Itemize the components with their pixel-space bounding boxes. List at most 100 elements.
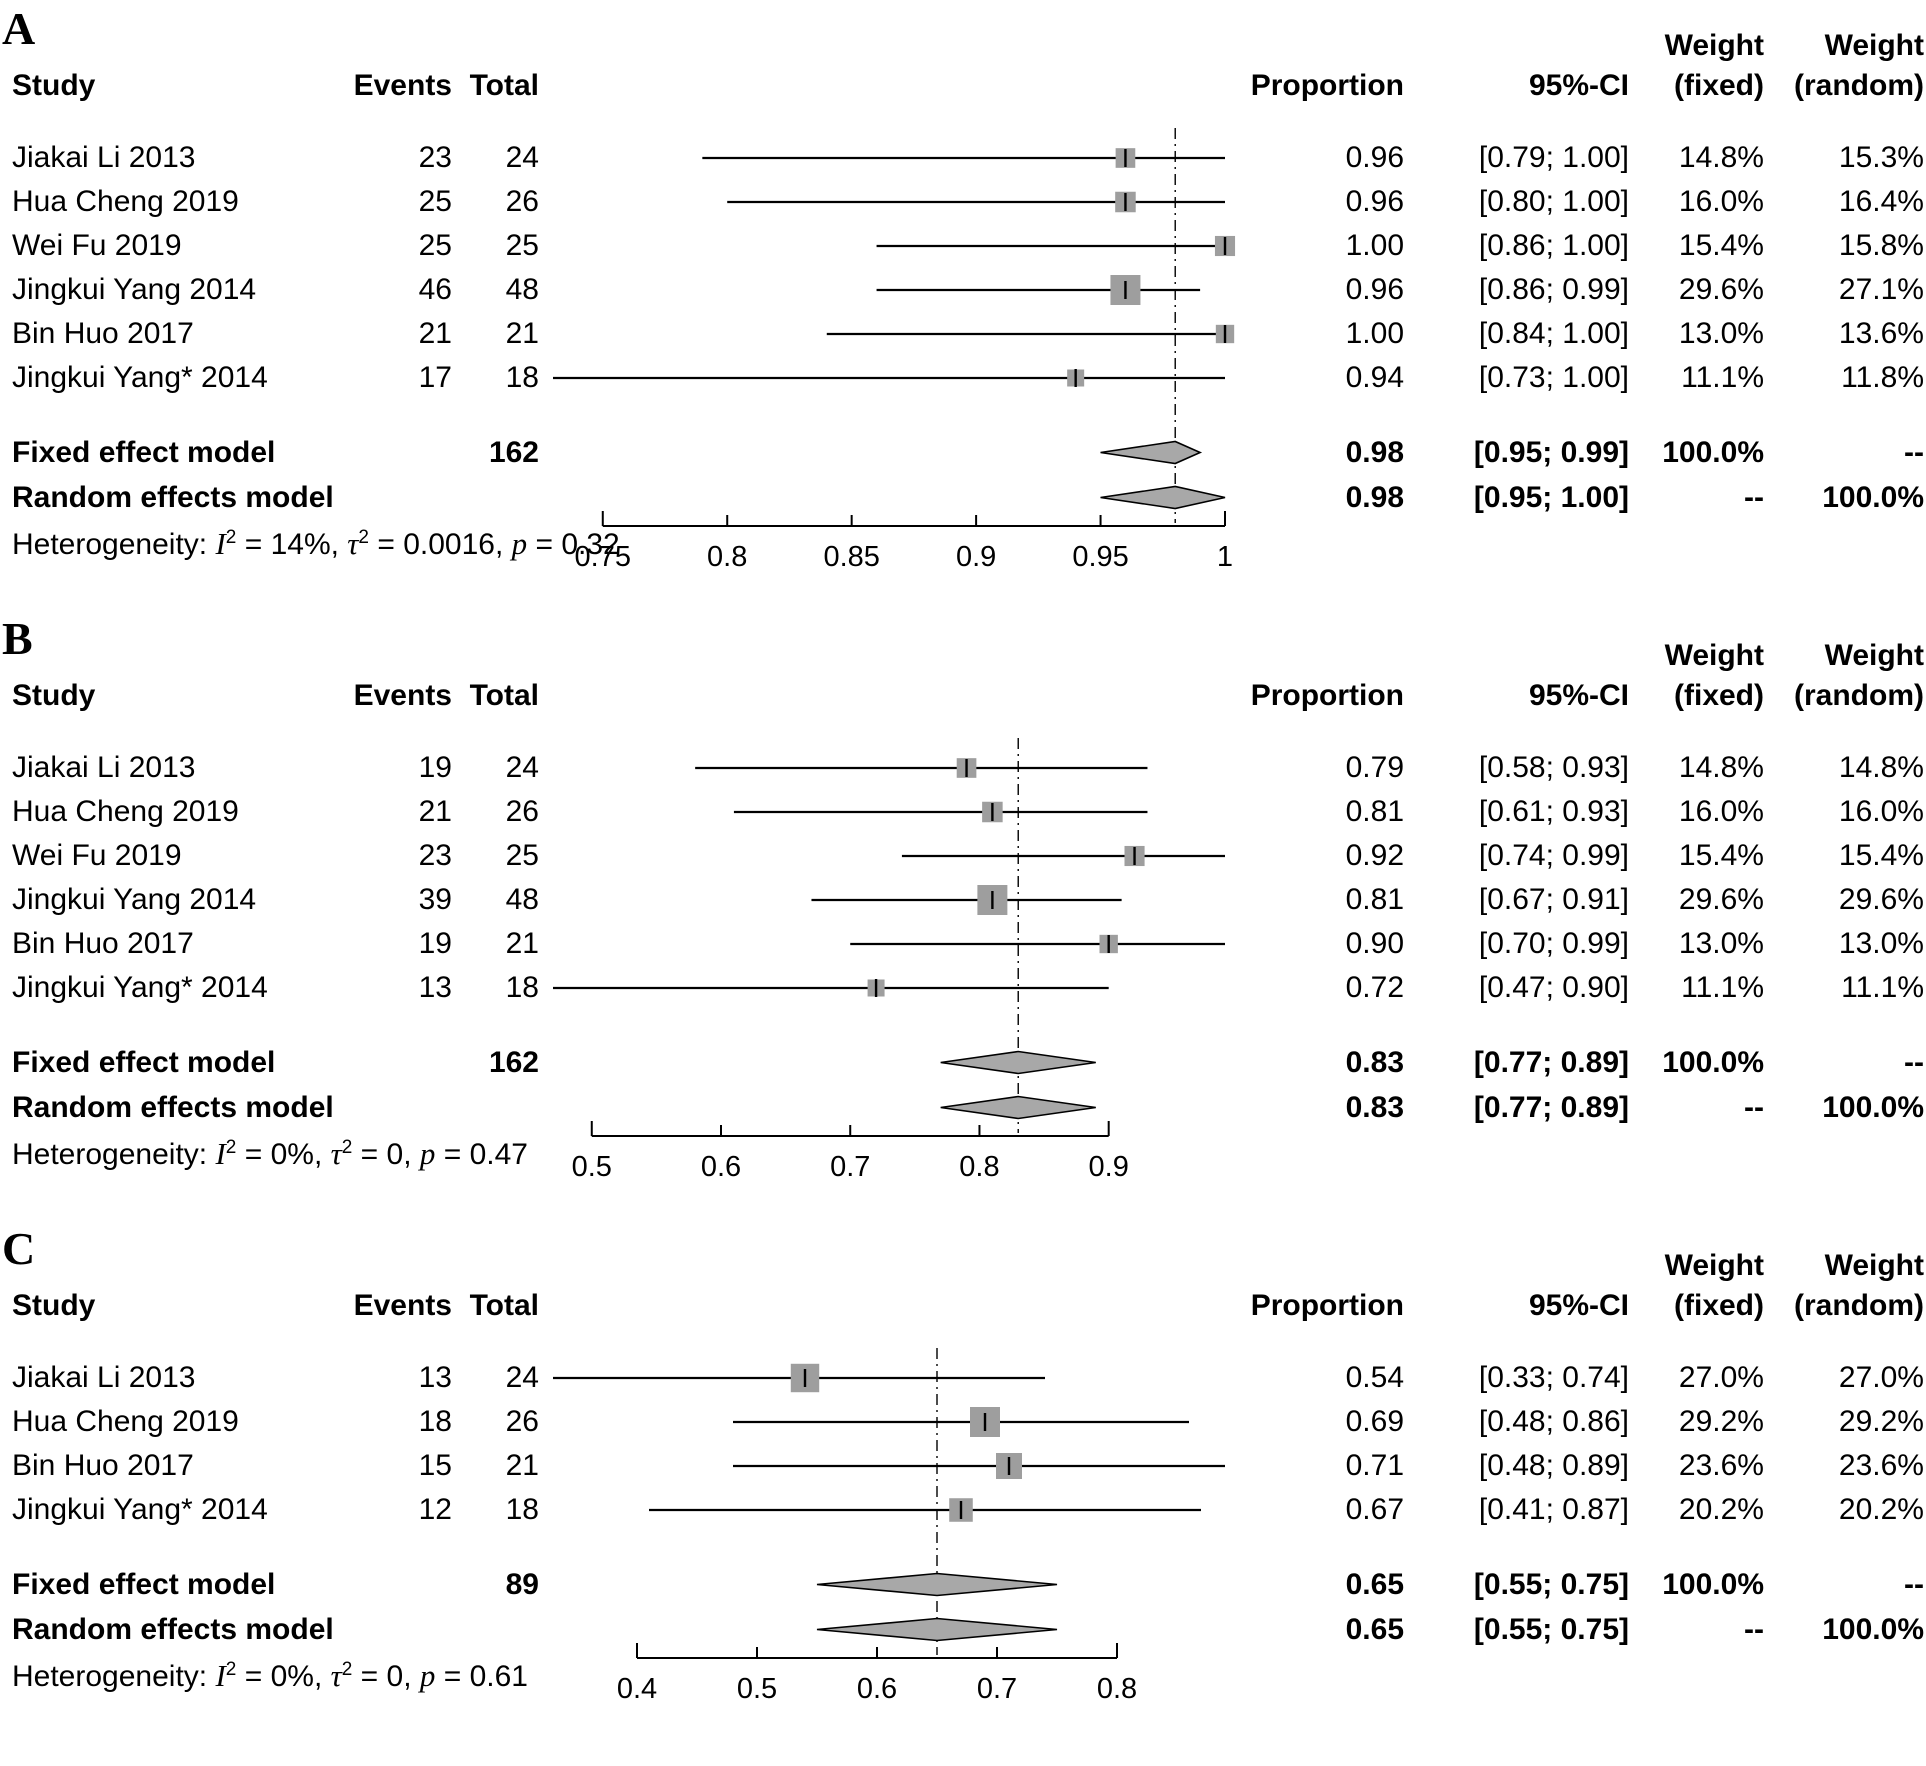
col-plot-top bbox=[539, 1246, 1239, 1286]
het-symbol: τ bbox=[347, 526, 359, 561]
plot-cell bbox=[539, 136, 1239, 180]
het-prefix: Heterogeneity: bbox=[12, 528, 208, 561]
col-weight-random: Weight (random) bbox=[1764, 1234, 1924, 1326]
col-weight-fixed: Weight (fixed) bbox=[1629, 1234, 1764, 1326]
ci-value: [0.77; 0.89] bbox=[1473, 1091, 1629, 1124]
study-row: Hua Cheng 2019 18 26 0.69 [0.48; 0.86] 29.2% 2… bbox=[12, 1400, 1924, 1444]
plot-cell bbox=[539, 180, 1239, 224]
panel-a-table: Study Events Total Proportion 95%-CI Weight (f… bbox=[4, 14, 1924, 624]
col-ci-label: 95%-CI bbox=[1528, 679, 1629, 712]
panel-a: A Study Events Total Proportion 95%-CI Weight… bbox=[2, 6, 1924, 624]
ci-value: [0.48; 0.86] bbox=[1478, 1405, 1629, 1438]
ci-value: [0.95; 0.99] bbox=[1473, 436, 1629, 469]
col-plot-top bbox=[539, 636, 1239, 676]
proportion-value: 0.83 bbox=[1345, 1046, 1404, 1079]
col-weight-random-top: Weight bbox=[1824, 29, 1924, 62]
het-symbol: I bbox=[215, 526, 226, 561]
events-value: 13 bbox=[418, 1361, 452, 1394]
weight-random-value: 20.2% bbox=[1838, 1493, 1924, 1526]
events-value bbox=[349, 1607, 452, 1652]
het-value: 0 bbox=[386, 1138, 404, 1171]
plot-cell bbox=[539, 790, 1239, 834]
rows-gap bbox=[12, 1532, 1924, 1562]
heterogeneity-text: Heterogeneity: I2 = 0%, τ2 = 0, p = 0.47 bbox=[12, 1136, 528, 1171]
col-ci-top bbox=[1404, 1246, 1629, 1286]
col-ci: 95%-CI bbox=[1404, 624, 1629, 716]
weight-random-value: -- bbox=[1904, 436, 1924, 469]
weight-random-value: 100.0% bbox=[1822, 1613, 1924, 1646]
study-name: Jiakai Li 2013 bbox=[12, 751, 196, 784]
heterogeneity-text: Heterogeneity: I2 = 0%, τ2 = 0, p = 0.61 bbox=[12, 1658, 528, 1693]
col-plot bbox=[539, 1234, 1239, 1326]
col-ci: 95%-CI bbox=[1404, 1234, 1629, 1326]
events-value: 19 bbox=[418, 927, 452, 960]
ci-value: [0.55; 0.75] bbox=[1473, 1568, 1629, 1601]
proportion-value: 0.92 bbox=[1345, 839, 1404, 872]
header-row: Study Events Total Proportion 95%-CI Weight (f… bbox=[12, 1234, 1924, 1326]
weight-fixed-value: 27.0% bbox=[1678, 1361, 1764, 1394]
col-plot bbox=[539, 14, 1239, 106]
weight-random-value: 100.0% bbox=[1822, 1091, 1924, 1124]
col-total-top bbox=[452, 636, 539, 676]
proportion-value: 0.67 bbox=[1345, 1493, 1404, 1526]
col-weight-random-top: Weight bbox=[1824, 639, 1924, 672]
weight-fixed-value: 14.8% bbox=[1678, 751, 1764, 784]
proportion-value: 0.72 bbox=[1345, 971, 1404, 1004]
study-row: Wei Fu 2019 23 25 0.92 [0.74; 0.99] 15.4% 15.4… bbox=[12, 834, 1924, 878]
weight-fixed-value: -- bbox=[1744, 1613, 1764, 1646]
col-study-top bbox=[12, 26, 349, 66]
proportion-value: 1.00 bbox=[1345, 229, 1404, 262]
col-total: Total bbox=[452, 1234, 539, 1326]
study-row: Jingkui Yang 2014 46 48 0.96 [0.86; 0.99] 29.… bbox=[12, 268, 1924, 312]
proportion-value: 0.96 bbox=[1345, 273, 1404, 306]
total-value: 26 bbox=[505, 1405, 539, 1438]
col-plot-label bbox=[539, 676, 1239, 716]
col-weight-random-label: (random) bbox=[1794, 1289, 1924, 1322]
study-name: Bin Huo 2017 bbox=[12, 1449, 194, 1482]
plot-cell bbox=[539, 1607, 1239, 1652]
proportion-value: 1.00 bbox=[1345, 317, 1404, 350]
col-ci-label: 95%-CI bbox=[1528, 69, 1629, 102]
total-value: 24 bbox=[505, 751, 539, 784]
study-row: Hua Cheng 2019 21 26 0.81 [0.61; 0.93] 16.0% 1… bbox=[12, 790, 1924, 834]
col-ci: 95%-CI bbox=[1404, 14, 1629, 106]
axis-gap bbox=[12, 1174, 1924, 1234]
plot-cell bbox=[539, 312, 1239, 356]
weight-random-value: -- bbox=[1904, 1046, 1924, 1079]
ci-value: [0.80; 1.00] bbox=[1478, 185, 1629, 218]
plot-cell bbox=[539, 356, 1239, 400]
plot-cell bbox=[539, 966, 1239, 1010]
weight-fixed-value: 11.1% bbox=[1681, 361, 1764, 394]
col-ci-label: 95%-CI bbox=[1528, 1289, 1629, 1322]
weight-random-value: 16.4% bbox=[1838, 185, 1924, 218]
total-value: 24 bbox=[505, 141, 539, 174]
header-gap bbox=[12, 106, 1924, 136]
col-study-top bbox=[12, 636, 349, 676]
weight-random-value: 15.4% bbox=[1838, 839, 1924, 872]
study-row: Wei Fu 2019 25 25 1.00 [0.86; 1.00] 15.4% 15.8… bbox=[12, 224, 1924, 268]
weight-random-value: 100.0% bbox=[1822, 481, 1924, 514]
col-study-top bbox=[12, 1246, 349, 1286]
plot-cell bbox=[539, 475, 1239, 520]
plot-cell bbox=[539, 746, 1239, 790]
plot-cell bbox=[539, 1085, 1239, 1130]
proportion-value: 0.98 bbox=[1345, 481, 1404, 514]
header-row: Study Events Total Proportion 95%-CI Weight (f… bbox=[12, 14, 1924, 106]
events-value: 17 bbox=[418, 361, 452, 394]
panel-c-table: Study Events Total Proportion 95%-CI Weight (f… bbox=[4, 1234, 1924, 1756]
het-superscript: 2 bbox=[341, 1137, 353, 1158]
study-row: Jingkui Yang* 2014 12 18 0.67 [0.41; 0.87] 20… bbox=[12, 1488, 1924, 1532]
col-total-top bbox=[452, 26, 539, 66]
ci-value: [0.67; 0.91] bbox=[1478, 883, 1629, 916]
events-value bbox=[349, 475, 452, 520]
model-name: Fixed effect model bbox=[12, 1568, 276, 1601]
proportion-value: 0.69 bbox=[1345, 1405, 1404, 1438]
total-value bbox=[452, 1607, 539, 1652]
study-name: Wei Fu 2019 bbox=[12, 229, 182, 262]
weight-fixed-value: 15.4% bbox=[1678, 839, 1764, 872]
col-weight-fixed-label: (fixed) bbox=[1674, 69, 1764, 102]
events-value: 21 bbox=[418, 795, 452, 828]
weight-random-value: 11.8% bbox=[1841, 361, 1924, 394]
weight-fixed-value: 16.0% bbox=[1678, 185, 1764, 218]
model-row: Random effects model 0.98 [0.95; 1.00] -- 10… bbox=[12, 475, 1924, 520]
